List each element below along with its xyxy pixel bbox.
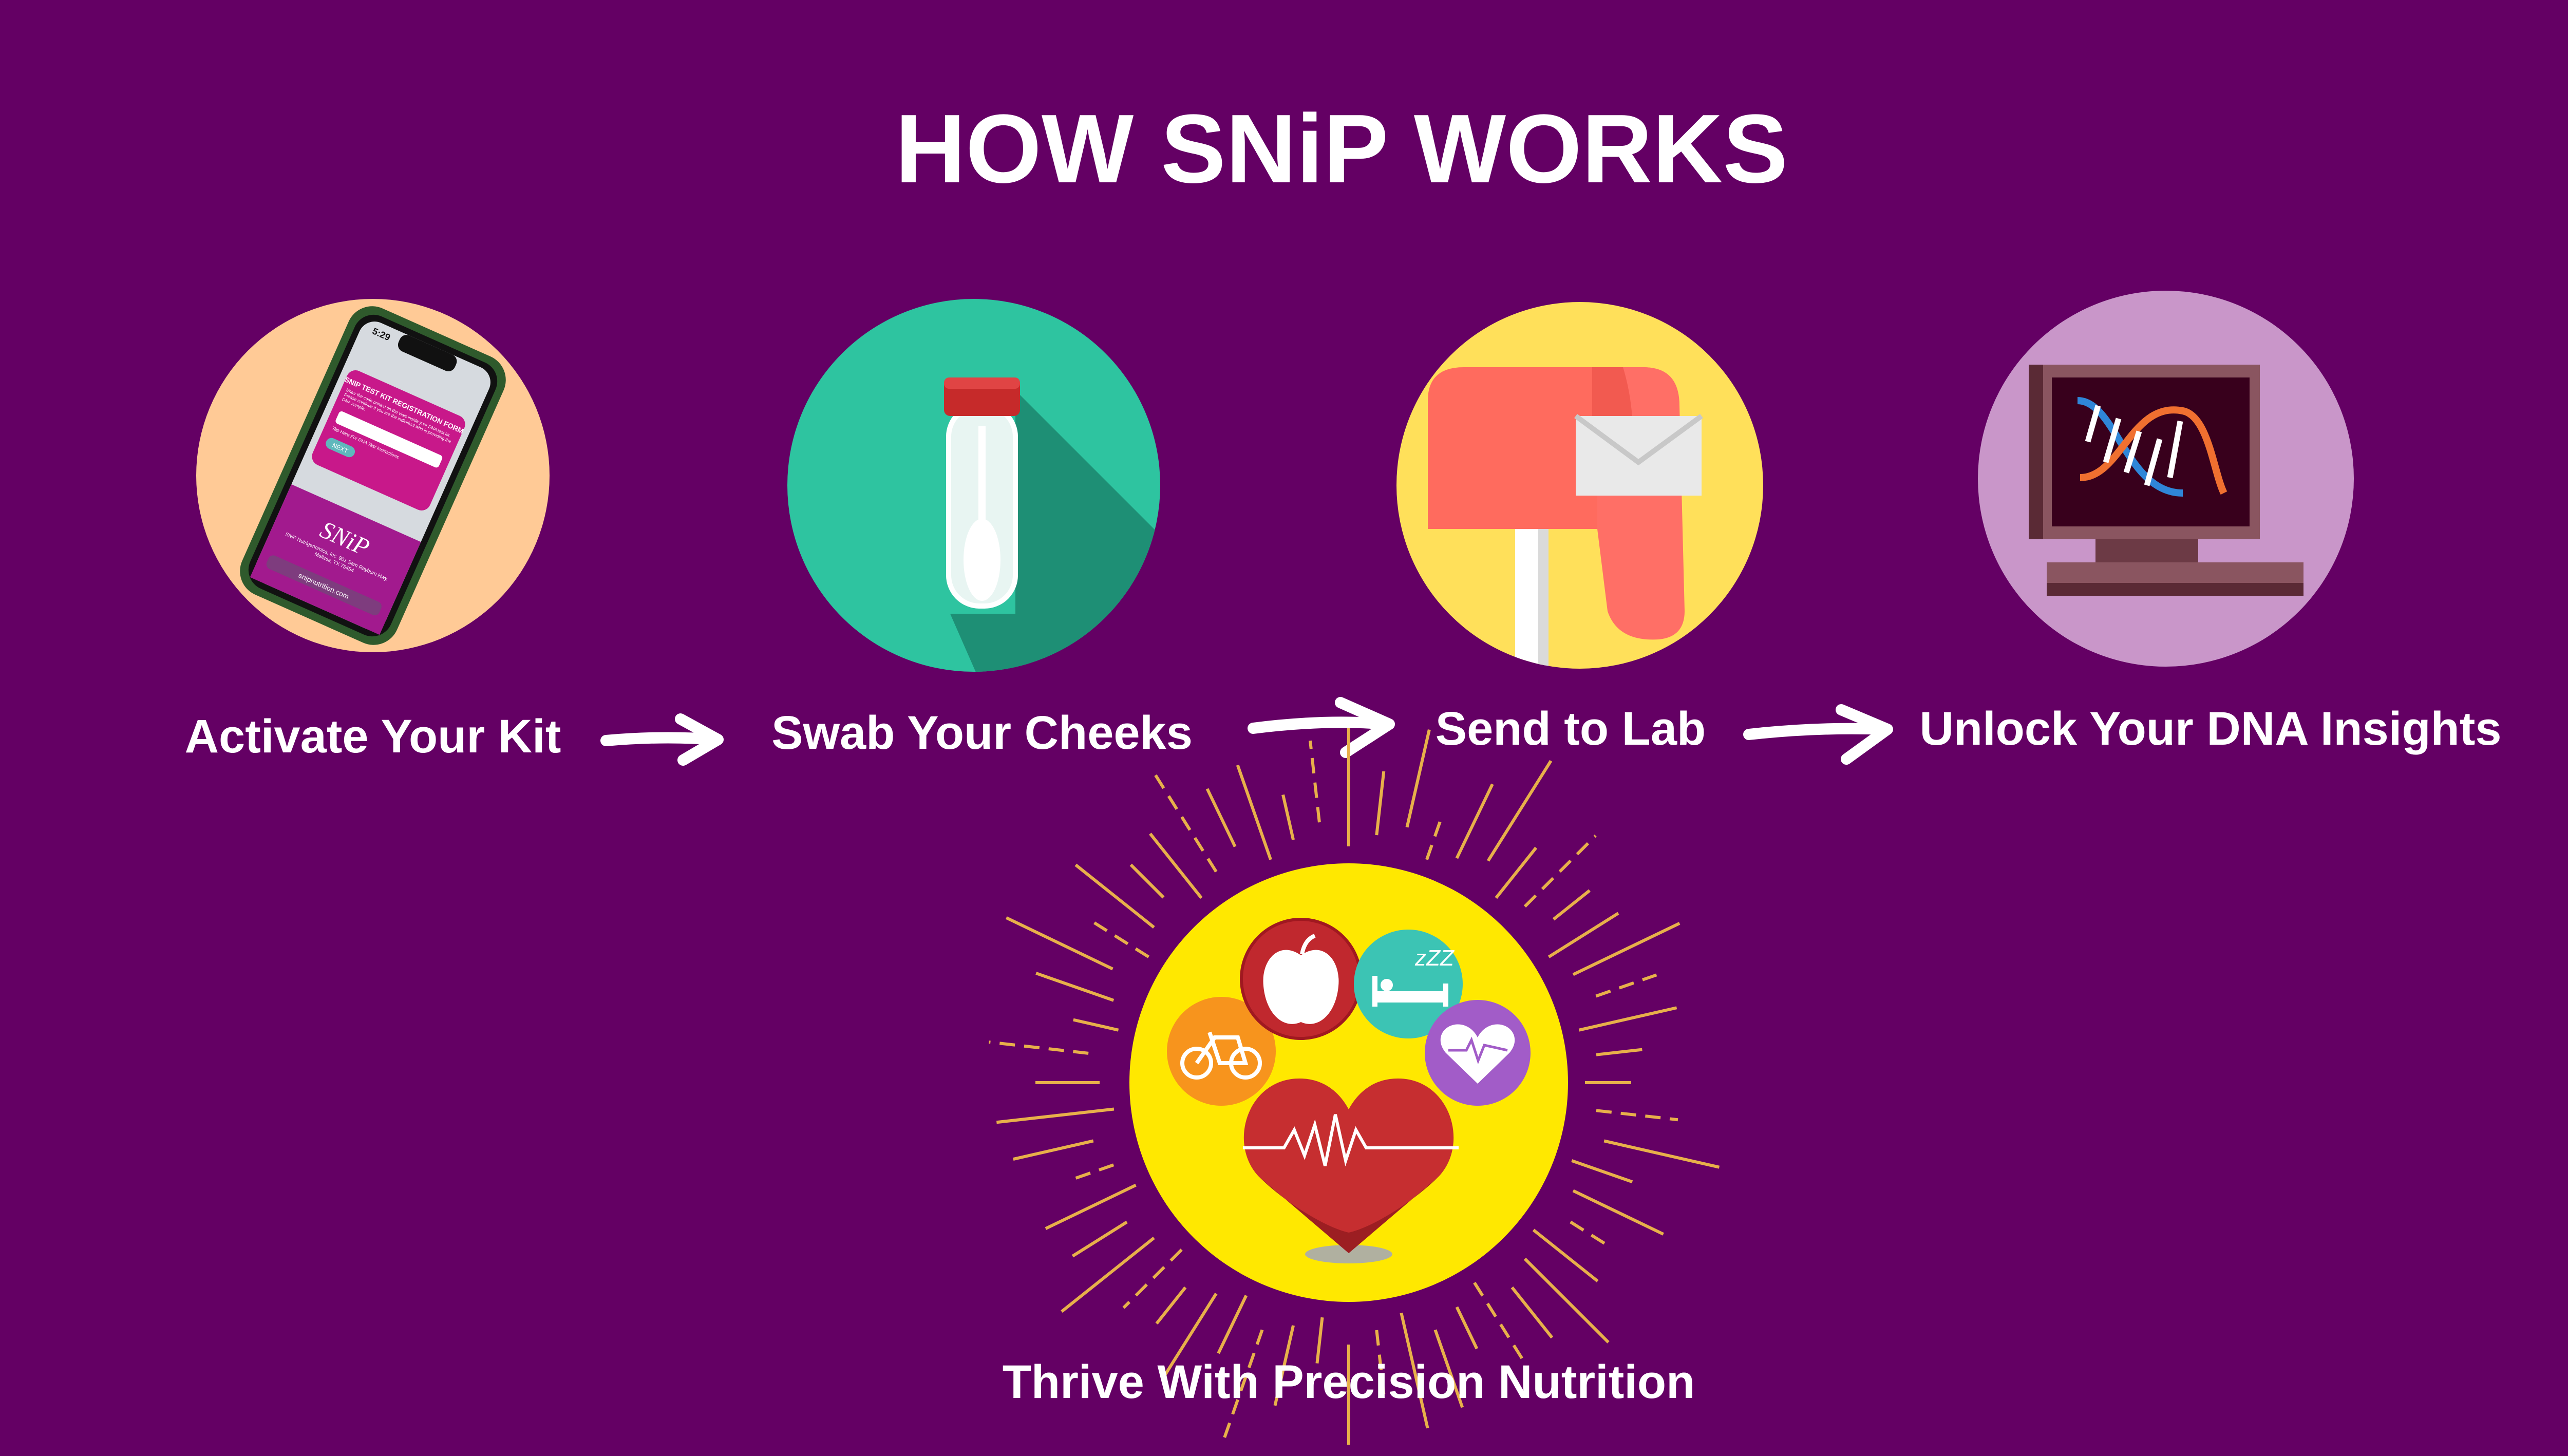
svg-text:zZZ: zZZ <box>1414 946 1455 971</box>
sun-ray <box>1532 1228 1599 1282</box>
sun-ray <box>1455 783 1494 859</box>
sun-ray <box>1595 973 1657 998</box>
step2-label: Swab Your Cheeks <box>771 707 1193 759</box>
sun-ray <box>1510 1286 1554 1339</box>
sun-ray <box>1375 1330 1386 1394</box>
sun-ray <box>1281 794 1295 840</box>
sun-ray <box>1596 1109 1678 1122</box>
sun-ray <box>1122 1249 1183 1309</box>
sun-ray <box>1570 1220 1611 1248</box>
sun-ray <box>1547 912 1619 958</box>
sun-ray <box>1074 863 1155 929</box>
sun-ray <box>1433 1329 1464 1408</box>
bicycle-icon <box>1167 997 1276 1106</box>
arrow-icon <box>1743 704 1893 765</box>
sleep-icon: zZZ <box>1354 930 1463 1038</box>
smartphone-icon: 5:29 SNIP TEST KIT REGISTRATION FORM Ent… <box>240 306 506 645</box>
step-unlock-insights <box>1978 291 2354 667</box>
sun-ray <box>1572 1189 1664 1236</box>
sun-ray <box>1309 740 1321 823</box>
sun-ray <box>1035 972 1115 1002</box>
page-title: HOW SNiP WORKS <box>895 94 1788 203</box>
sun-ray <box>1069 1163 1115 1182</box>
sun-ray <box>1405 729 1431 828</box>
test-tube-icon <box>944 377 1020 609</box>
sun-ray <box>1073 1018 1119 1032</box>
heartbeat-heart-icon <box>1243 1079 1459 1253</box>
sunburst-rays <box>989 728 1720 1445</box>
sun-ray <box>1455 1306 1479 1350</box>
sun-ray <box>1572 922 1680 976</box>
sun-ray <box>1375 771 1386 836</box>
sun-ray <box>1425 815 1444 860</box>
arrow-icon <box>600 713 724 766</box>
sun-ray <box>1578 1006 1677 1032</box>
sun-ray <box>1149 833 1203 899</box>
sun-ray <box>1315 1317 1324 1364</box>
sun-ray <box>1221 1329 1264 1442</box>
sun-ray <box>1473 1281 1530 1369</box>
sun-ray <box>1596 1048 1642 1056</box>
arrow-icon <box>1248 697 1395 758</box>
step-activate-kit: 5:29 SNIP TEST KIT REGISTRATION FORM Ent… <box>196 299 550 652</box>
sun-ray <box>1603 1139 1720 1169</box>
result-thrive: zZZ <box>1129 863 1568 1302</box>
sun-ray <box>1155 1286 1187 1325</box>
sun-ray <box>1061 1237 1155 1313</box>
sun-ray <box>1495 846 1538 899</box>
sun-ray <box>1523 835 1597 908</box>
step1-label: Activate Your Kit <box>185 710 561 763</box>
step3-label: Send to Lab <box>1436 703 1706 755</box>
sun-ray <box>996 1107 1115 1124</box>
dna-computer-icon <box>2029 365 2303 596</box>
sun-ray <box>1273 1325 1295 1406</box>
sun-ray <box>1400 1312 1429 1429</box>
sun-ray <box>1205 788 1237 847</box>
sun-ray <box>989 1041 1089 1055</box>
step4-label: Unlock Your DNA Insights <box>1919 703 2501 755</box>
sun-ray <box>1045 1183 1137 1230</box>
sun-ray <box>1523 1257 1610 1344</box>
sun-ray <box>1217 1295 1248 1354</box>
apple-icon <box>1240 918 1362 1040</box>
sun-ray <box>1129 863 1165 899</box>
sun-ray <box>1152 770 1218 873</box>
sun-ray <box>1071 1220 1128 1258</box>
sun-ray <box>1093 921 1150 958</box>
sun-ray <box>1486 760 1553 862</box>
sun-ray <box>1552 889 1591 921</box>
sun-ray <box>1013 1139 1094 1161</box>
sun-ray <box>1005 916 1113 971</box>
phone-code-input <box>335 411 443 468</box>
sun-ray <box>1236 764 1272 860</box>
result-label: Thrive With Precision Nutrition <box>1003 1356 1695 1408</box>
step-send-to-lab <box>1396 302 1763 669</box>
mailbox-icon <box>1428 367 1703 669</box>
heart-icon <box>1425 1000 1531 1106</box>
sun-ray <box>1161 1293 1218 1379</box>
sun-ray <box>1571 1159 1633 1184</box>
